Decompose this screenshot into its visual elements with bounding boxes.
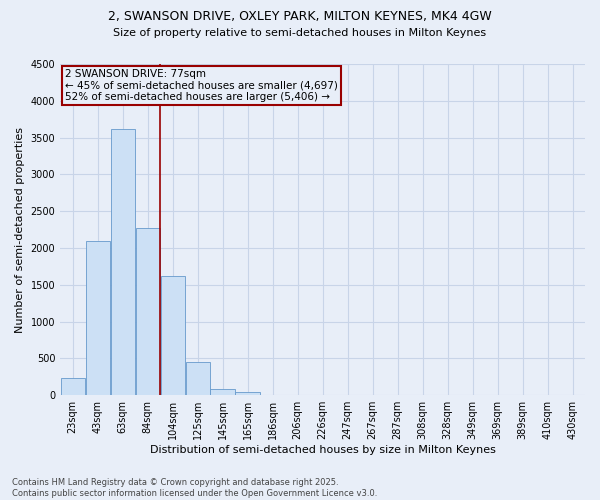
- Bar: [61, 378, 85, 395]
- Bar: [211, 388, 235, 395]
- Text: Contains HM Land Registry data © Crown copyright and database right 2025.
Contai: Contains HM Land Registry data © Crown c…: [12, 478, 377, 498]
- Bar: [86, 240, 110, 395]
- Bar: [185, 362, 210, 395]
- Text: 2 SWANSON DRIVE: 77sqm
← 45% of semi-detached houses are smaller (4,697)
52% of : 2 SWANSON DRIVE: 77sqm ← 45% of semi-det…: [65, 69, 338, 102]
- Bar: [110, 129, 135, 395]
- Bar: [136, 228, 160, 395]
- Bar: [235, 392, 260, 395]
- Y-axis label: Number of semi-detached properties: Number of semi-detached properties: [15, 126, 25, 332]
- Bar: [161, 276, 185, 395]
- X-axis label: Distribution of semi-detached houses by size in Milton Keynes: Distribution of semi-detached houses by …: [149, 445, 496, 455]
- Text: Size of property relative to semi-detached houses in Milton Keynes: Size of property relative to semi-detach…: [113, 28, 487, 38]
- Text: 2, SWANSON DRIVE, OXLEY PARK, MILTON KEYNES, MK4 4GW: 2, SWANSON DRIVE, OXLEY PARK, MILTON KEY…: [108, 10, 492, 23]
